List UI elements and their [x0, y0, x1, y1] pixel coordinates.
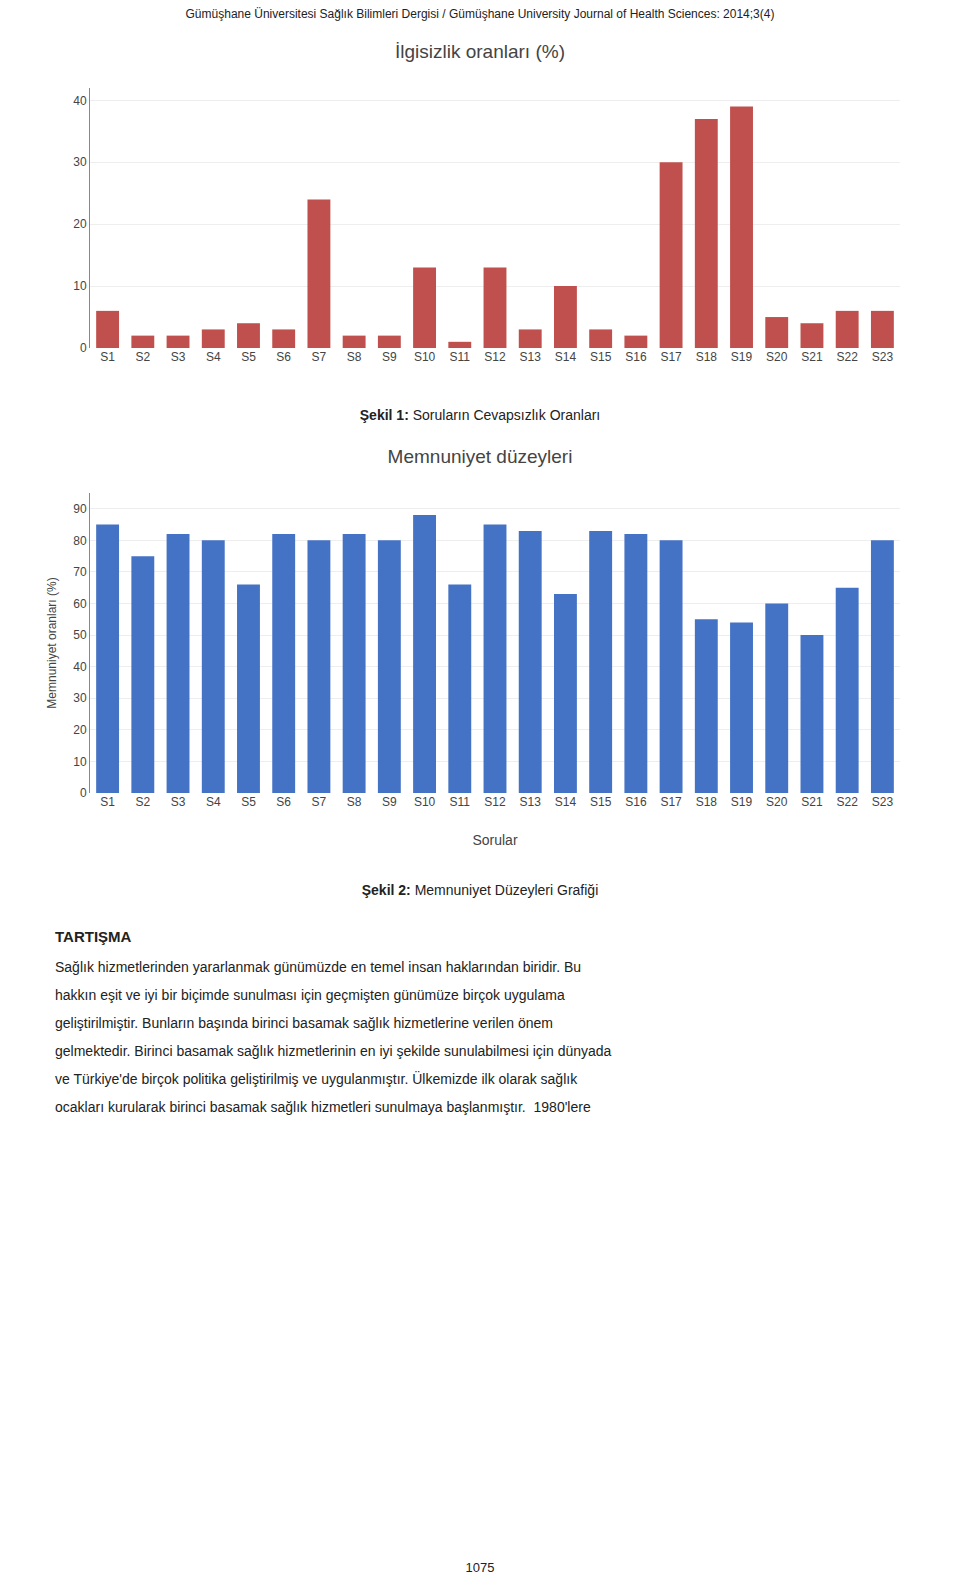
html-text:Gümüşhane Üniversitesi Sağlık: Gümüşhane Üniversitesi Sağlık Bilimleri … — [185, 7, 775, 21]
html-text:ocakları kurularak birinci bas: ocakları kurularak birinci basamak sağlı… — [55, 1099, 591, 1115]
svg-text:S18: S18 — [696, 350, 718, 364]
svg-text:S11: S11 — [450, 795, 471, 809]
svg-text:0: 0 — [80, 341, 87, 355]
svg-text:30: 30 — [73, 155, 87, 169]
svg-text:90: 90 — [73, 502, 87, 516]
svg-text:S9: S9 — [382, 350, 397, 364]
svg-text:İlgisizlik oranları (%): İlgisizlik oranları (%) — [395, 41, 565, 62]
svg-text:S7: S7 — [312, 350, 327, 364]
svg-text:S12: S12 — [484, 795, 506, 809]
html-text:Sağlık hizmetlerinden yararlan: Sağlık hizmetlerinden yararlanmak günümü… — [55, 959, 582, 975]
svg-text:Sorular: Sorular — [472, 832, 517, 848]
svg-text:S2: S2 — [135, 350, 150, 364]
svg-text:S5: S5 — [241, 795, 256, 809]
svg-text:S16: S16 — [625, 350, 647, 364]
svg-text:S13: S13 — [520, 350, 542, 364]
svg-text:S14: S14 — [555, 795, 577, 809]
html-text:TARTIŞMA: TARTIŞMA — [55, 928, 132, 945]
html-text:geliştirilmiştir. Bunların baş: geliştirilmiştir. Bunların başında birin… — [55, 1015, 553, 1031]
svg-text:50: 50 — [73, 628, 87, 642]
svg-text:60: 60 — [73, 597, 87, 611]
svg-text:S2: S2 — [135, 795, 150, 809]
svg-text:0: 0 — [80, 786, 87, 800]
svg-text:S3: S3 — [171, 795, 186, 809]
svg-text:S19: S19 — [731, 795, 753, 809]
svg-text:S14: S14 — [555, 350, 577, 364]
svg-text:S15: S15 — [590, 795, 612, 809]
svg-text:S4: S4 — [206, 795, 221, 809]
svg-text:S21: S21 — [801, 350, 823, 364]
svg-text:S10: S10 — [414, 795, 436, 809]
svg-text:Memnuniyet düzeyleri: Memnuniyet düzeyleri — [388, 446, 573, 467]
svg-text:S1: S1 — [100, 795, 115, 809]
svg-text:20: 20 — [73, 723, 87, 737]
svg-text:S3: S3 — [171, 350, 186, 364]
svg-text:S17: S17 — [660, 350, 682, 364]
svg-text:S8: S8 — [347, 350, 362, 364]
svg-text:S22: S22 — [836, 350, 858, 364]
svg-text:S23: S23 — [872, 350, 894, 364]
svg-text:10: 10 — [73, 279, 87, 293]
svg-text:S21: S21 — [801, 795, 823, 809]
svg-text:S1: S1 — [100, 350, 115, 364]
svg-text:40: 40 — [73, 660, 87, 674]
svg-text:Memnuniyet oranları (%): Memnuniyet oranları (%) — [45, 577, 59, 708]
html-text:gelmektedir. Birinci basamak s: gelmektedir. Birinci basamak sağlık hizm… — [55, 1043, 612, 1059]
svg-text:S11: S11 — [450, 350, 471, 364]
svg-text:S8: S8 — [347, 795, 362, 809]
svg-text:S20: S20 — [766, 350, 788, 364]
svg-text:S23: S23 — [872, 795, 894, 809]
html-text:ve Türkiye'de birçok politika: ve Türkiye'de birçok politika geliştiril… — [55, 1071, 578, 1087]
svg-text:10: 10 — [73, 755, 87, 769]
svg-text:S5: S5 — [241, 350, 256, 364]
svg-text:S6: S6 — [276, 795, 291, 809]
svg-text:S9: S9 — [382, 795, 397, 809]
svg-text:S13: S13 — [520, 795, 542, 809]
svg-text:S22: S22 — [836, 795, 858, 809]
svg-text:S17: S17 — [660, 795, 682, 809]
html-text:Şekil 2: Memnuniyet Düzeyleri: Şekil 2: Memnuniyet Düzeyleri Grafiği — [361, 882, 599, 898]
svg-text:S16: S16 — [625, 795, 647, 809]
html-text:1075: 1075 — [465, 1560, 495, 1575]
svg-text:80: 80 — [73, 534, 87, 548]
svg-text:40: 40 — [73, 94, 87, 108]
svg-text:70: 70 — [73, 565, 87, 579]
svg-text:S20: S20 — [766, 795, 788, 809]
svg-text:30: 30 — [73, 691, 87, 705]
svg-text:S6: S6 — [276, 350, 291, 364]
svg-text:20: 20 — [73, 217, 87, 231]
html-text:hakkın eşit ve iyi bir biçimde: hakkın eşit ve iyi bir biçimde sunulması… — [55, 987, 565, 1003]
svg-text:S12: S12 — [484, 350, 506, 364]
svg-text:S10: S10 — [414, 350, 436, 364]
svg-text:S4: S4 — [206, 350, 221, 364]
svg-text:S19: S19 — [731, 350, 753, 364]
svg-text:S18: S18 — [696, 795, 718, 809]
svg-text:S7: S7 — [312, 795, 327, 809]
svg-text:S15: S15 — [590, 350, 612, 364]
html-text:Şekil 1: Soruların Cevapsızlık: Şekil 1: Soruların Cevapsızlık Oranları — [359, 407, 601, 423]
